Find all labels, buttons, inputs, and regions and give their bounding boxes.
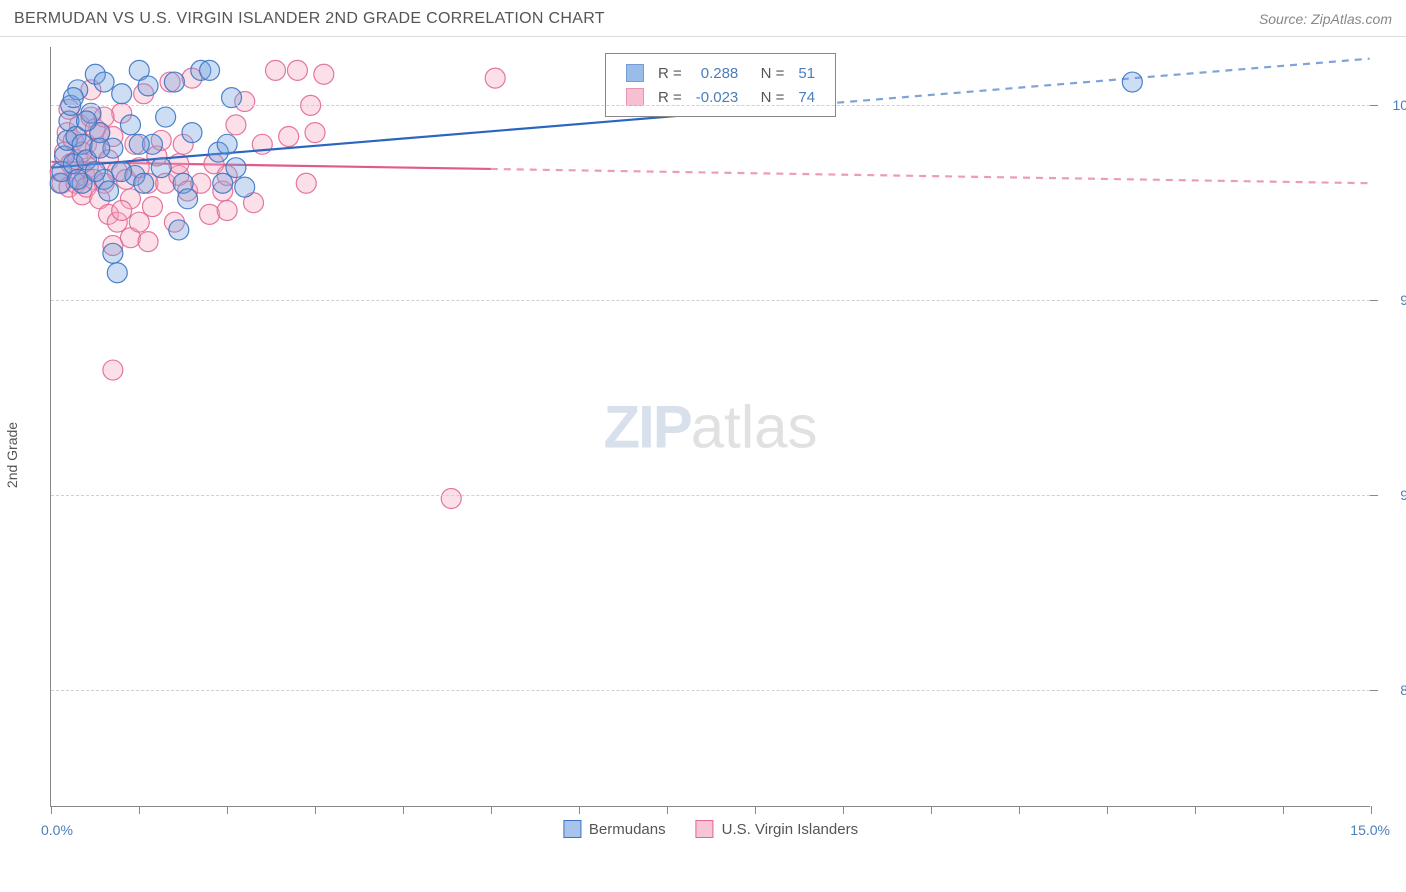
stats-table: R = 0.288 N = 51 R = -0.023 N = 74	[618, 60, 823, 110]
data-point	[235, 177, 255, 197]
data-point	[279, 127, 299, 147]
x-tick	[227, 806, 228, 814]
data-point	[164, 72, 184, 92]
data-point	[120, 115, 140, 135]
plot-svg	[51, 47, 1370, 806]
data-point	[99, 181, 119, 201]
data-point	[217, 200, 237, 220]
legend-swatch-1	[696, 820, 714, 838]
data-point	[103, 243, 123, 263]
trend-line-dashed	[491, 169, 1370, 183]
data-point	[217, 134, 237, 154]
gridline-h	[51, 105, 1370, 106]
data-point	[138, 232, 158, 252]
y-tick-label: 95.0%	[1380, 292, 1406, 308]
data-point	[485, 68, 505, 88]
stats-legend: R = 0.288 N = 51 R = -0.023 N = 74	[605, 53, 836, 117]
data-point	[1122, 72, 1142, 92]
r-value-0: 0.288	[690, 62, 745, 84]
legend-label-0: Bermudans	[589, 821, 666, 838]
data-point	[112, 84, 132, 104]
y-axis-title: 2nd Grade	[4, 422, 20, 488]
y-tick	[1370, 300, 1378, 301]
data-point	[94, 72, 114, 92]
x-tick	[755, 806, 756, 814]
data-point	[156, 107, 176, 127]
x-tick	[1195, 806, 1196, 814]
legend-label-1: U.S. Virgin Islanders	[722, 821, 858, 838]
chart-source: Source: ZipAtlas.com	[1259, 11, 1392, 27]
legend-item: U.S. Virgin Islanders	[696, 820, 858, 838]
data-point	[129, 134, 149, 154]
data-point	[151, 158, 171, 178]
data-point	[287, 60, 307, 80]
y-tick	[1370, 105, 1378, 106]
x-axis-max-label: 15.0%	[1350, 822, 1390, 838]
data-point	[178, 189, 198, 209]
x-tick	[403, 806, 404, 814]
y-tick-label: 90.0%	[1380, 487, 1406, 503]
bottom-legend: Bermudans U.S. Virgin Islanders	[563, 820, 858, 838]
data-point	[134, 173, 154, 193]
trend-line-dashed	[798, 59, 1369, 106]
data-point	[265, 60, 285, 80]
data-point	[305, 123, 325, 143]
x-tick	[51, 806, 52, 814]
data-point	[200, 60, 220, 80]
x-tick	[139, 806, 140, 814]
plot-region: ZIPatlas R = 0.288 N = 51 R = -0.023 N =…	[50, 47, 1370, 807]
r-label: R =	[652, 62, 688, 84]
gridline-h	[51, 495, 1370, 496]
chart-header: BERMUDAN VS U.S. VIRGIN ISLANDER 2ND GRA…	[0, 0, 1406, 37]
data-point	[90, 138, 110, 158]
data-point	[200, 204, 220, 224]
x-tick	[1019, 806, 1020, 814]
gridline-h	[51, 690, 1370, 691]
n-label: N =	[746, 62, 790, 84]
data-point	[441, 489, 461, 509]
x-axis-min-label: 0.0%	[41, 822, 73, 838]
data-point	[296, 173, 316, 193]
data-point	[129, 212, 149, 232]
data-point	[314, 64, 334, 84]
data-point	[138, 76, 158, 96]
data-point	[226, 115, 246, 135]
data-point	[112, 162, 132, 182]
stats-row: R = 0.288 N = 51	[620, 62, 821, 84]
gridline-h	[51, 300, 1370, 301]
x-tick	[1283, 806, 1284, 814]
data-point	[77, 111, 97, 131]
y-tick	[1370, 495, 1378, 496]
data-point	[112, 200, 132, 220]
data-point	[169, 220, 189, 240]
x-tick	[1371, 806, 1372, 814]
x-tick	[931, 806, 932, 814]
x-tick	[843, 806, 844, 814]
data-point	[182, 123, 202, 143]
legend-swatch-0	[563, 820, 581, 838]
y-tick	[1370, 690, 1378, 691]
chart-area: 2nd Grade ZIPatlas R = 0.288 N = 51 R = …	[0, 37, 1406, 857]
data-point	[85, 162, 105, 182]
series-swatch-1	[626, 88, 644, 106]
data-point	[103, 360, 123, 380]
y-tick-label: 85.0%	[1380, 682, 1406, 698]
x-tick	[491, 806, 492, 814]
data-point	[213, 173, 233, 193]
series-swatch-0	[626, 64, 644, 82]
n-value-0: 51	[792, 62, 821, 84]
x-tick	[315, 806, 316, 814]
data-point	[68, 169, 88, 189]
x-tick	[667, 806, 668, 814]
x-tick	[1107, 806, 1108, 814]
legend-item: Bermudans	[563, 820, 666, 838]
y-tick-label: 100.0%	[1380, 97, 1406, 113]
data-point	[107, 263, 127, 283]
chart-title: BERMUDAN VS U.S. VIRGIN ISLANDER 2ND GRA…	[14, 10, 605, 28]
x-tick	[579, 806, 580, 814]
